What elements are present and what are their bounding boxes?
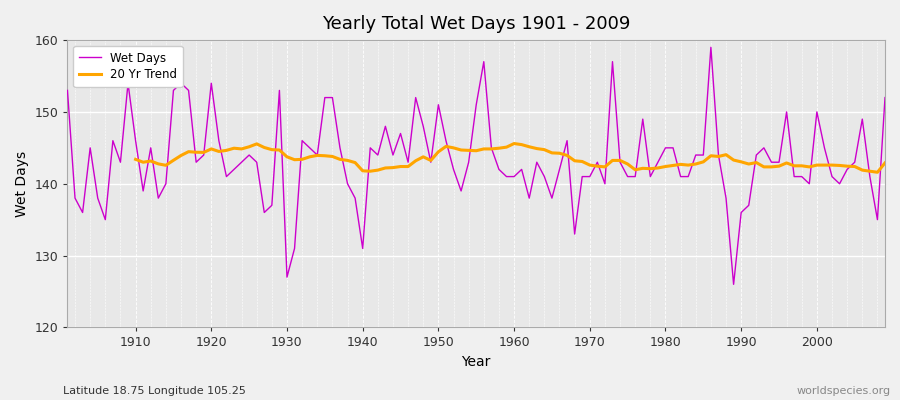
X-axis label: Year: Year	[462, 355, 490, 369]
Text: worldspecies.org: worldspecies.org	[796, 386, 891, 396]
20 Yr Trend	[501, 145, 512, 150]
20 Yr Trend	[289, 157, 300, 162]
Line: 20 Yr Trend: 20 Yr Trend	[136, 144, 885, 172]
Wet Days	[501, 174, 512, 179]
Wet Days	[706, 45, 716, 50]
Wet Days	[728, 282, 739, 287]
20 Yr Trend	[335, 157, 346, 162]
Text: Latitude 18.75 Longitude 105.25: Latitude 18.75 Longitude 105.25	[63, 386, 246, 396]
Wet Days	[879, 95, 890, 100]
Title: Yearly Total Wet Days 1901 - 2009: Yearly Total Wet Days 1901 - 2009	[322, 15, 630, 33]
Wet Days	[289, 246, 300, 251]
Wet Days	[335, 146, 346, 150]
Line: Wet Days: Wet Days	[68, 47, 885, 284]
Y-axis label: Wet Days: Wet Days	[15, 151, 29, 217]
20 Yr Trend	[879, 160, 890, 165]
20 Yr Trend	[599, 164, 610, 169]
Wet Days	[62, 88, 73, 93]
Wet Days	[508, 174, 519, 179]
20 Yr Trend	[508, 141, 519, 146]
Wet Days	[599, 181, 610, 186]
Wet Days	[122, 81, 133, 86]
Legend: Wet Days, 20 Yr Trend: Wet Days, 20 Yr Trend	[74, 46, 183, 87]
